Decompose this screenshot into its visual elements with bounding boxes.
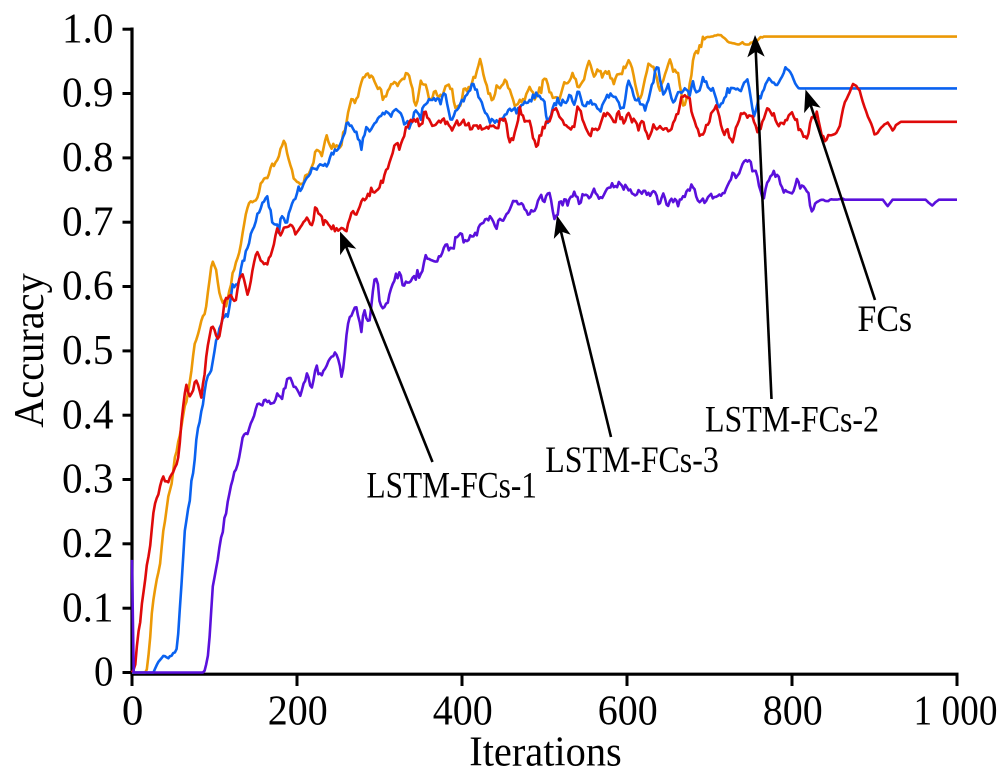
svg-text:0.8: 0.8	[62, 135, 114, 181]
svg-text:400: 400	[433, 689, 493, 735]
svg-text:0.7: 0.7	[62, 199, 114, 245]
svg-text:0.9: 0.9	[62, 71, 114, 117]
svg-text:0.2: 0.2	[62, 521, 114, 567]
svg-text:LSTM-FCs-2: LSTM-FCs-2	[705, 400, 879, 441]
svg-text:0: 0	[94, 650, 114, 696]
svg-text:1.0: 1.0	[62, 6, 114, 52]
svg-text:0.3: 0.3	[62, 457, 114, 503]
svg-text:0.1: 0.1	[62, 585, 114, 631]
svg-text:800: 800	[763, 689, 823, 735]
svg-text:LSTM-FCs-1: LSTM-FCs-1	[366, 465, 537, 506]
svg-text:600: 600	[598, 689, 658, 735]
svg-text:Iterations: Iterations	[469, 729, 622, 775]
svg-text:1 000: 1 000	[914, 689, 998, 735]
svg-text:200: 200	[268, 689, 328, 735]
svg-text:0.6: 0.6	[62, 264, 114, 310]
svg-text:LSTM-FCs-3: LSTM-FCs-3	[545, 440, 719, 481]
svg-text:FCs: FCs	[858, 299, 913, 340]
svg-text:0.5: 0.5	[62, 328, 114, 374]
svg-text:0.4: 0.4	[62, 392, 114, 438]
svg-text:Accuracy: Accuracy	[7, 273, 53, 428]
svg-text:0: 0	[122, 689, 144, 735]
